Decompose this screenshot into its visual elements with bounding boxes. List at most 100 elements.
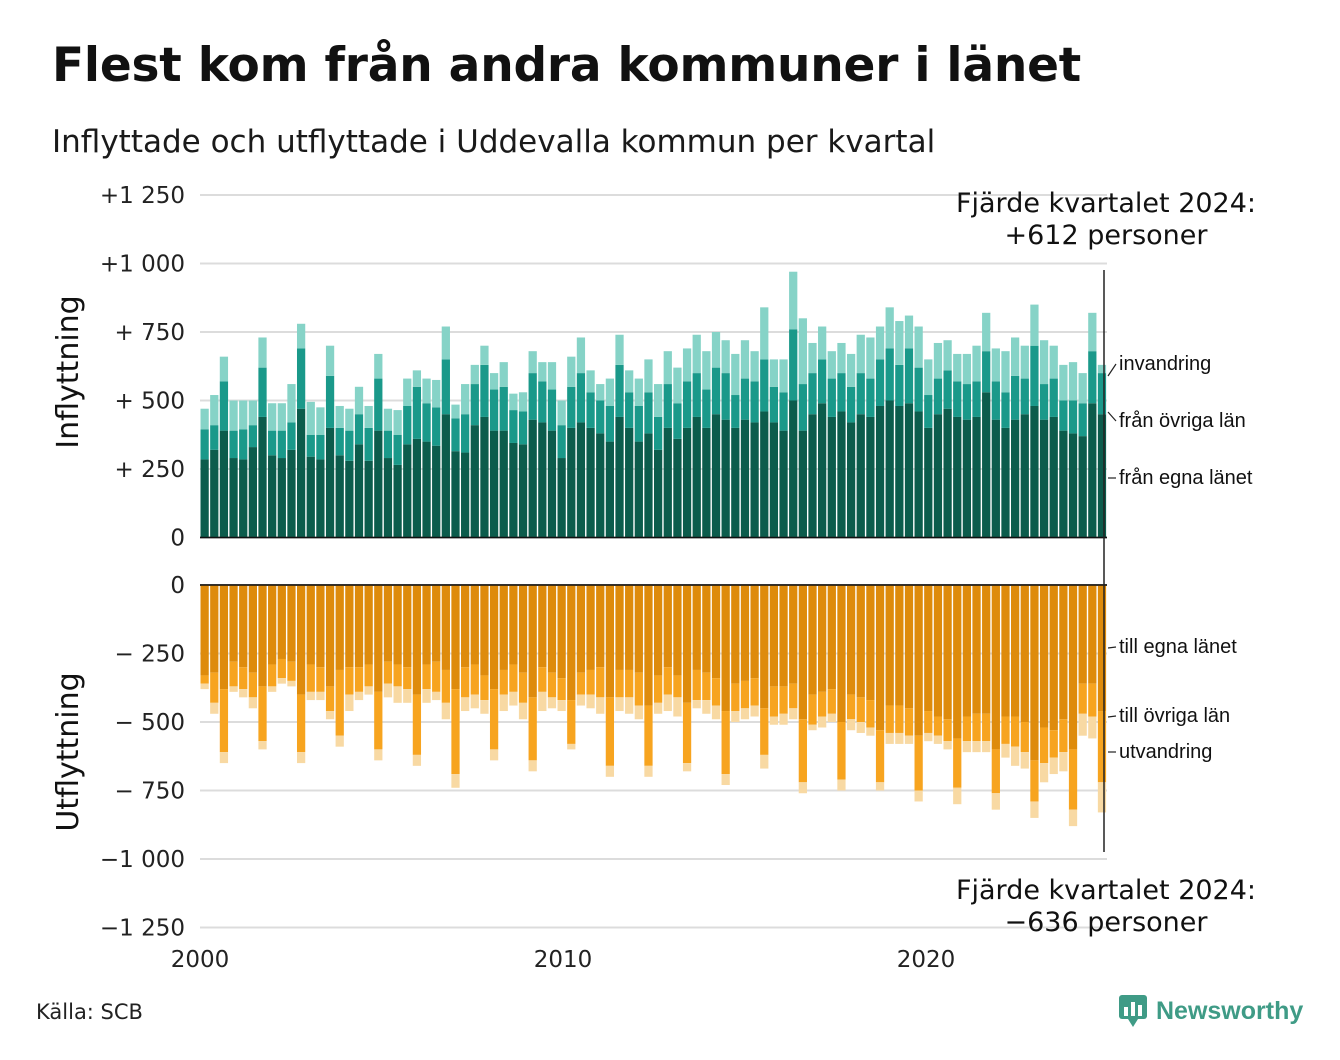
- outflow-bar-till-egna-länet: [760, 585, 769, 709]
- inflow-bar-från-övriga-län: [1078, 403, 1087, 437]
- inflow-bar-från-övriga-län: [885, 348, 894, 401]
- outflow-bar-utvandring: [866, 727, 875, 736]
- inflow-bar-från-egna-länet: [538, 422, 547, 538]
- inflow-bar-från-övriga-län: [1030, 345, 1039, 406]
- outflow-bar-utvandring: [1088, 716, 1097, 739]
- inflow-bar-invandring: [711, 332, 721, 368]
- inflow-bar-från-övriga-län: [277, 430, 286, 459]
- inflow-bar-invandring: [509, 393, 518, 411]
- outflow-bar-utvandring: [268, 686, 277, 692]
- inflow-bar-invandring: [287, 384, 296, 423]
- inflow-bar-invandring: [441, 326, 450, 360]
- inflow-bar-från-egna-länet: [1011, 419, 1020, 538]
- outflow-bar-till-övriga-län: [875, 730, 885, 783]
- inflow-bar-invandring: [914, 326, 923, 368]
- inflow-bar-från-övriga-län: [933, 378, 943, 415]
- inflow-bar-från-egna-länet: [982, 392, 991, 538]
- inflow-bar-från-övriga-län: [489, 389, 499, 431]
- outflow-bar-till-egna-länet: [1011, 585, 1020, 717]
- inflow-bar-från-övriga-län: [596, 400, 605, 434]
- outflow-bar-till-övriga-län: [1030, 760, 1039, 802]
- inflow-bar-invandring: [875, 326, 885, 360]
- inflow-bar-invandring: [895, 321, 904, 365]
- outflow-bar-till-övriga-län: [962, 716, 972, 742]
- inflow-bar-från-övriga-län: [1020, 378, 1029, 415]
- inflow-bar-från-egna-länet: [1068, 433, 1078, 538]
- inflow-bar-invandring: [422, 378, 431, 404]
- inflow-bar-invandring: [1097, 364, 1107, 374]
- inflow-series-label: invandring: [1119, 353, 1211, 375]
- inflow-y-tick-label: +1 250: [100, 183, 185, 209]
- outflow-y-tick-label: 0: [170, 573, 185, 599]
- outflow-bar-utvandring: [374, 749, 383, 761]
- inflow-bar-från-egna-länet: [625, 427, 634, 538]
- outflow-bar-utvandring: [798, 782, 807, 794]
- outflow-bar-till-övriga-län: [268, 664, 277, 687]
- inflow-bar-invandring: [200, 408, 209, 430]
- inflow-bar-från-övriga-län: [364, 427, 373, 461]
- inflow-bar-från-övriga-län: [335, 427, 344, 456]
- outflow-bar-till-övriga-län: [856, 697, 865, 722]
- inflow-bar-från-egna-länet: [528, 419, 537, 538]
- outflow-bar-till-egna-länet: [451, 585, 460, 690]
- inflow-bar-från-egna-länet: [248, 447, 257, 538]
- outflow-bar-till-övriga-län: [345, 667, 354, 695]
- outflow-bar-till-egna-länet: [1030, 585, 1039, 761]
- inflow-y-tick-label: + 750: [115, 320, 185, 346]
- inflow-bar-från-övriga-län: [1068, 400, 1078, 434]
- outflow-bar-till-egna-länet: [287, 585, 296, 662]
- inflow-bar-invandring: [808, 342, 817, 374]
- outflow-bar-till-egna-länet: [875, 585, 885, 731]
- inflow-bar-från-egna-länet: [818, 403, 827, 538]
- outflow-bar-till-övriga-län: [769, 686, 779, 717]
- inflow-bar-invandring: [798, 318, 807, 385]
- inflow-bar-invandring: [335, 405, 344, 428]
- inflow-bar-från-övriga-län: [808, 373, 817, 415]
- inflow-bar-invandring: [904, 315, 914, 349]
- inflow-bar-från-övriga-län: [557, 425, 566, 459]
- outflow-bar-utvandring: [1097, 782, 1107, 813]
- outflow-bar-utvandring: [972, 741, 981, 753]
- outflow-bar-utvandring: [1001, 743, 1010, 758]
- inflow-bar-från-övriga-län: [731, 395, 740, 428]
- inflow-bar-från-övriga-län: [1011, 375, 1020, 420]
- outflow-series-label: till övriga län: [1119, 705, 1230, 727]
- outflow-bar-till-egna-länet: [239, 585, 248, 668]
- inflow-bar-från-egna-länet: [432, 445, 441, 538]
- outflow-bar-utvandring: [673, 697, 682, 717]
- outflow-bar-till-övriga-län: [895, 705, 904, 733]
- inflow-bar-från-egna-länet: [953, 416, 962, 538]
- outflow-bar-till-övriga-län: [924, 711, 933, 733]
- outflow-bar-utvandring: [403, 689, 412, 703]
- inflow-bar-invandring: [1020, 345, 1029, 379]
- inflow-bar-från-egna-länet: [518, 444, 528, 538]
- outflow-bar-till-egna-länet: [711, 585, 721, 679]
- outflow-bar-till-övriga-län: [287, 661, 296, 681]
- inflow-bar-invandring: [750, 351, 759, 382]
- inflow-bar-invandring: [933, 342, 943, 379]
- outflow-bar-utvandring: [364, 686, 373, 695]
- outflow-bar-till-egna-länet: [682, 585, 692, 703]
- outflow-bar-till-egna-länet: [528, 585, 537, 698]
- inflow-bar-från-övriga-län: [441, 359, 450, 415]
- inflow-bar-invandring: [1059, 364, 1068, 401]
- outflow-bar-utvandring: [345, 694, 354, 712]
- outflow-bar-till-egna-länet: [306, 585, 315, 665]
- inflow-bar-från-egna-länet: [808, 414, 817, 538]
- inflow-y-tick-label: + 500: [115, 389, 185, 415]
- inflow-bar-invandring: [1001, 351, 1010, 393]
- inflow-bar-från-egna-länet: [933, 414, 943, 538]
- outflow-bar-utvandring: [576, 694, 586, 706]
- outflow-bar-utvandring: [1068, 809, 1078, 827]
- inflow-bar-invandring: [316, 407, 325, 435]
- inflow-bar-från-övriga-län: [1039, 384, 1049, 420]
- outflow-y-tick-label: −1 250: [100, 916, 185, 942]
- outflow-bar-till-egna-länet: [692, 585, 701, 670]
- outflow-bar-utvandring: [277, 678, 286, 684]
- outflow-bar-till-övriga-län: [933, 716, 943, 736]
- outflow-bar-till-övriga-län: [615, 669, 624, 698]
- inflow-bar-invandring: [557, 400, 566, 426]
- outflow-bar-utvandring: [1030, 801, 1039, 818]
- outflow-series-label: till egna länet: [1119, 636, 1237, 658]
- inflow-bar-från-övriga-län: [702, 389, 711, 428]
